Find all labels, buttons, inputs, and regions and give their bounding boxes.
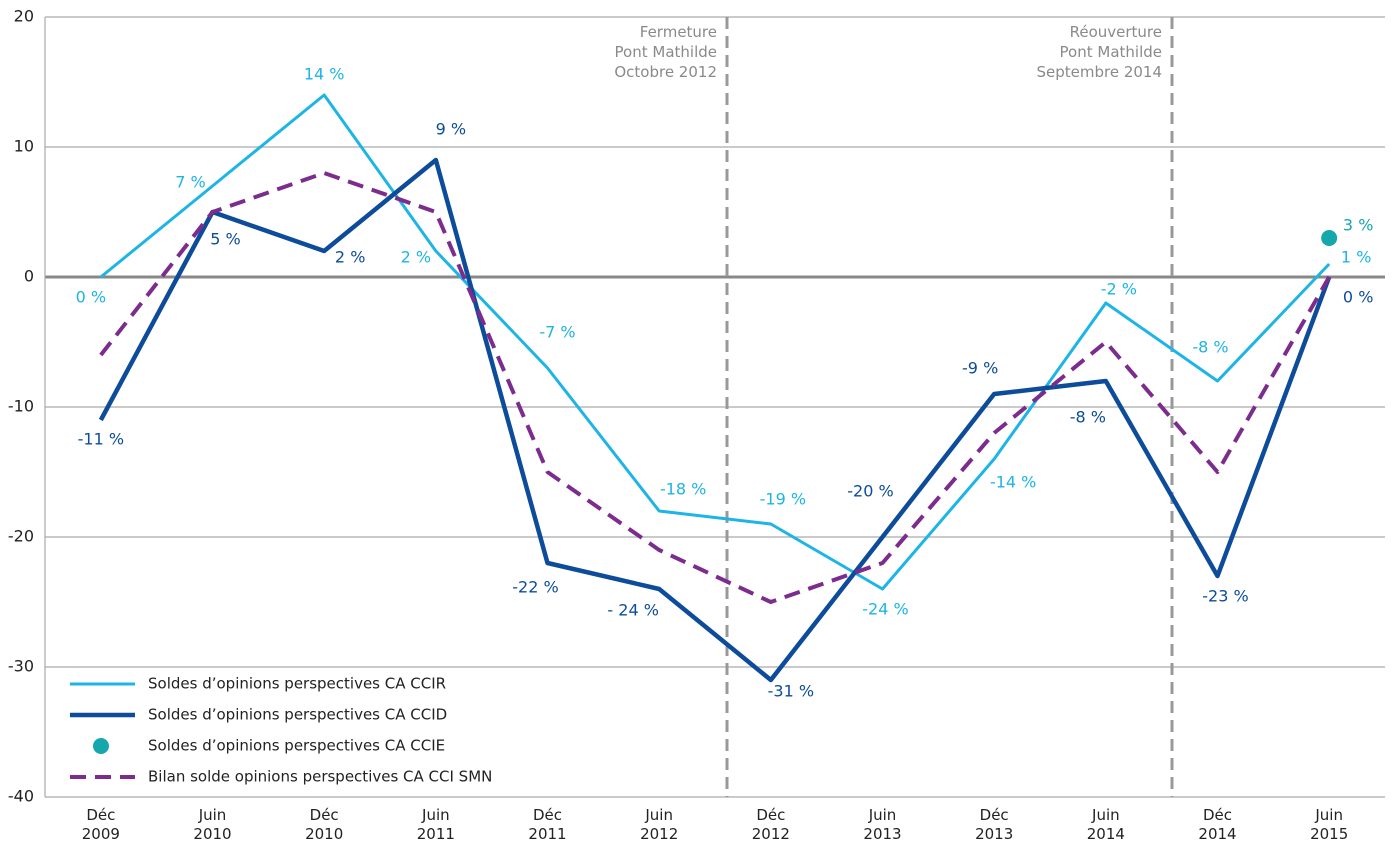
data-label: -22 % xyxy=(512,578,558,597)
data-label: -9 % xyxy=(962,359,998,378)
data-label: -2 % xyxy=(1101,280,1137,299)
data-label: 1 % xyxy=(1341,248,1371,267)
x-tick-label: Juin 2015 xyxy=(1310,806,1349,843)
line-series xyxy=(99,93,1331,591)
y-tick-label: -40 xyxy=(8,787,34,806)
line-series xyxy=(99,171,1331,604)
annotation: Réouverture Pont Mathilde Septembre 2014 xyxy=(1036,23,1162,81)
data-label: -8 % xyxy=(1192,338,1228,357)
data-label: 2 % xyxy=(401,248,431,267)
legend-label: Soldes d’opinions perspectives CA CCIR xyxy=(148,675,446,693)
data-label: - 24 % xyxy=(607,601,659,620)
line-series xyxy=(98,157,1332,683)
x-tick-label: Juin 2010 xyxy=(193,806,232,843)
data-label: -14 % xyxy=(990,473,1036,492)
x-tick-label: Déc 2013 xyxy=(975,806,1014,843)
data-label: 7 % xyxy=(175,173,205,192)
data-label: 0 % xyxy=(1343,288,1373,307)
y-tick-label: -20 xyxy=(8,527,34,546)
y-tick-label: -10 xyxy=(8,397,34,416)
y-tick-label: -30 xyxy=(8,657,34,676)
legend-label: Bilan solde opinions perspectives CA CCI… xyxy=(148,768,492,786)
y-tick-label: 0 xyxy=(24,267,34,286)
data-label: -8 % xyxy=(1070,408,1106,427)
x-tick-label: Juin 2012 xyxy=(640,806,679,843)
data-label: -31 % xyxy=(768,682,814,701)
x-tick-label: Déc 2009 xyxy=(81,806,120,843)
data-label: 14 % xyxy=(304,65,345,84)
x-tick-label: Juin 2011 xyxy=(416,806,455,843)
x-tick-label: Déc 2010 xyxy=(305,806,344,843)
data-label: 0 % xyxy=(76,288,106,307)
annotation: Fermeture Pont Mathilde Octobre 2012 xyxy=(614,23,717,81)
data-label: 9 % xyxy=(436,120,466,139)
data-label: 5 % xyxy=(210,230,240,249)
x-tick-label: Déc 2014 xyxy=(1198,806,1237,843)
data-label: -19 % xyxy=(760,490,806,509)
x-tick-label: Déc 2011 xyxy=(528,806,567,843)
data-label: -20 % xyxy=(847,482,893,501)
data-label: -23 % xyxy=(1202,587,1248,606)
x-tick-label: Juin 2014 xyxy=(1086,806,1125,843)
point xyxy=(1321,230,1338,246)
legend-label: Soldes d’opinions perspectives CA CCID xyxy=(148,706,447,724)
legend-label: Soldes d’opinions perspectives CA CCIE xyxy=(148,737,445,755)
data-label: -18 % xyxy=(660,480,706,499)
data-label: -24 % xyxy=(862,600,908,619)
data-label: 3 % xyxy=(1343,216,1373,235)
y-tick-label: 10 xyxy=(14,137,34,156)
data-label: -7 % xyxy=(539,323,575,342)
y-tick-label: 20 xyxy=(14,7,34,26)
x-tick-label: Déc 2012 xyxy=(751,806,790,843)
data-label: 2 % xyxy=(335,248,365,267)
x-tick-label: Juin 2013 xyxy=(863,806,902,843)
data-label: -11 % xyxy=(78,430,124,449)
legend-marker xyxy=(93,738,109,754)
